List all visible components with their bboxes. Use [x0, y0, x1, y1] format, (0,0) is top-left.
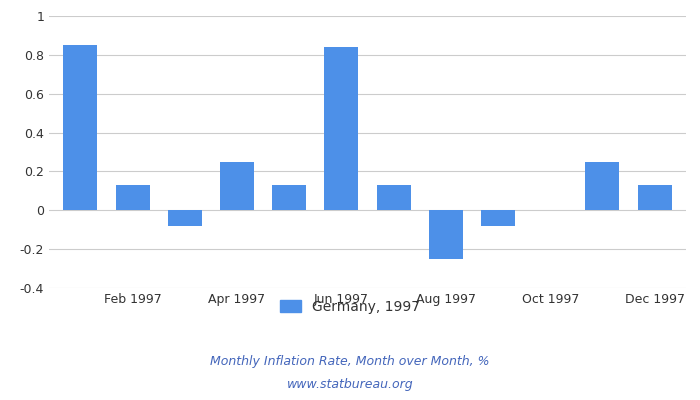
- Bar: [481, 210, 515, 226]
- Bar: [116, 185, 150, 210]
- Bar: [64, 45, 97, 210]
- Bar: [377, 185, 411, 210]
- Bar: [220, 162, 254, 210]
- Text: Monthly Inflation Rate, Month over Month, %: Monthly Inflation Rate, Month over Month…: [210, 356, 490, 368]
- Bar: [324, 47, 358, 210]
- Bar: [585, 162, 620, 210]
- Legend: Germany, 1997: Germany, 1997: [274, 294, 426, 319]
- Bar: [429, 210, 463, 259]
- Bar: [638, 185, 671, 210]
- Bar: [168, 210, 202, 226]
- Text: www.statbureau.org: www.statbureau.org: [287, 378, 413, 391]
- Bar: [272, 185, 306, 210]
